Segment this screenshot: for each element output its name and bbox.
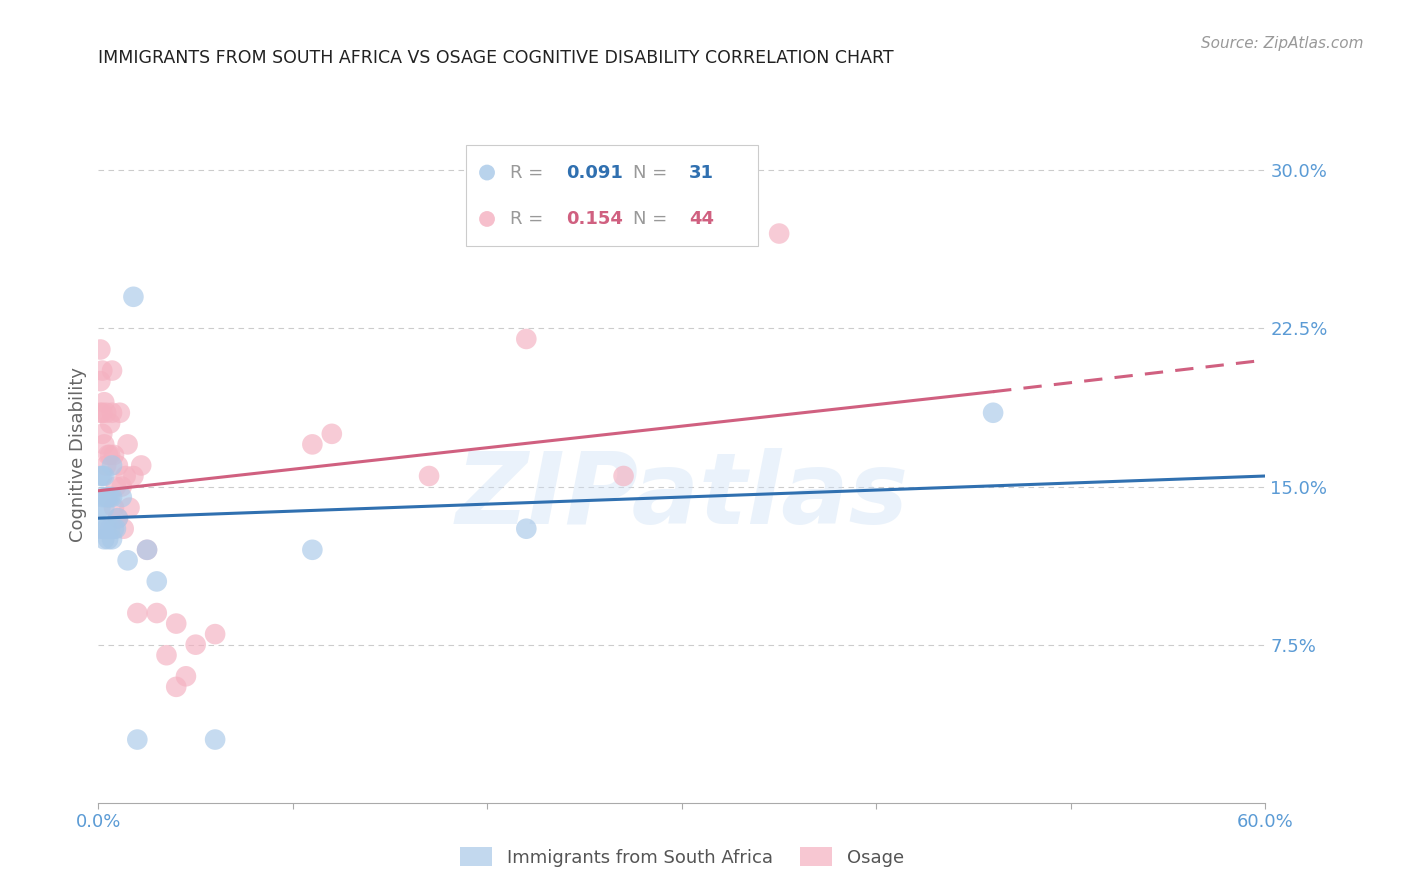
Point — [117, 553, 139, 567]
Point — [89, 500, 111, 515]
Legend: Immigrants from South Africa, Osage: Immigrants from South Africa, Osage — [453, 840, 911, 874]
Point — [101, 533, 124, 547]
Point — [93, 395, 115, 409]
FancyBboxPatch shape — [465, 145, 758, 246]
Point — [89, 374, 111, 388]
Point — [89, 406, 111, 420]
Text: 31: 31 — [689, 163, 714, 182]
Point — [89, 522, 111, 536]
Point — [107, 511, 129, 525]
Point — [155, 648, 177, 663]
Point — [981, 406, 1004, 420]
Point — [97, 448, 120, 462]
Point — [93, 500, 115, 515]
Point — [204, 627, 226, 641]
Point — [165, 616, 187, 631]
Point — [321, 426, 343, 441]
Point — [104, 479, 127, 493]
Point — [204, 732, 226, 747]
Point — [768, 227, 790, 241]
Point — [613, 469, 636, 483]
Point — [96, 406, 118, 420]
Point — [91, 522, 114, 536]
Point — [107, 511, 129, 525]
Point — [108, 406, 131, 420]
Text: 0.091: 0.091 — [567, 163, 623, 182]
Text: 0.154: 0.154 — [567, 210, 623, 228]
Point — [107, 458, 129, 473]
Point — [111, 490, 134, 504]
Point — [96, 522, 118, 536]
Point — [103, 448, 125, 462]
Point — [98, 490, 121, 504]
Text: N =: N = — [633, 163, 673, 182]
Point — [97, 490, 120, 504]
Point — [98, 522, 121, 536]
Point — [93, 437, 115, 451]
Point — [114, 469, 136, 483]
Point — [127, 732, 149, 747]
Point — [118, 500, 141, 515]
Point — [146, 574, 169, 589]
Point — [96, 458, 118, 473]
Point — [93, 469, 115, 483]
Point — [93, 533, 115, 547]
Point — [418, 469, 440, 483]
Point — [101, 490, 124, 504]
Point — [165, 680, 187, 694]
Point — [117, 437, 139, 451]
Text: ZIPatlas: ZIPatlas — [456, 448, 908, 545]
Point — [91, 406, 114, 420]
Point — [515, 522, 537, 536]
Text: Source: ZipAtlas.com: Source: ZipAtlas.com — [1201, 36, 1364, 51]
Point — [301, 542, 323, 557]
Text: IMMIGRANTS FROM SOUTH AFRICA VS OSAGE COGNITIVE DISABILITY CORRELATION CHART: IMMIGRANTS FROM SOUTH AFRICA VS OSAGE CO… — [98, 49, 894, 67]
Text: R =: R = — [510, 210, 550, 228]
Point — [101, 363, 124, 377]
Point — [91, 469, 114, 483]
Point — [91, 426, 114, 441]
Point — [515, 332, 537, 346]
Point — [146, 606, 169, 620]
Point — [103, 522, 125, 536]
Point — [127, 606, 149, 620]
Point — [101, 406, 124, 420]
Point — [97, 533, 120, 547]
Point — [98, 448, 121, 462]
Point — [91, 490, 114, 504]
Text: R =: R = — [510, 163, 550, 182]
Point — [122, 469, 145, 483]
Point — [184, 638, 207, 652]
Point — [89, 343, 111, 357]
Point — [129, 458, 152, 473]
Point — [96, 490, 118, 504]
Point — [122, 290, 145, 304]
Point — [136, 542, 159, 557]
Point — [98, 417, 121, 431]
Point — [91, 363, 114, 377]
Text: N =: N = — [633, 210, 673, 228]
Point — [103, 500, 125, 515]
Point — [97, 490, 120, 504]
Point — [101, 458, 124, 473]
Y-axis label: Cognitive Disability: Cognitive Disability — [69, 368, 87, 542]
Point — [174, 669, 197, 683]
Point — [111, 479, 134, 493]
Point — [89, 469, 111, 483]
Point — [136, 542, 159, 557]
Point — [104, 522, 127, 536]
Point — [112, 522, 135, 536]
Point — [301, 437, 323, 451]
Text: 44: 44 — [689, 210, 714, 228]
